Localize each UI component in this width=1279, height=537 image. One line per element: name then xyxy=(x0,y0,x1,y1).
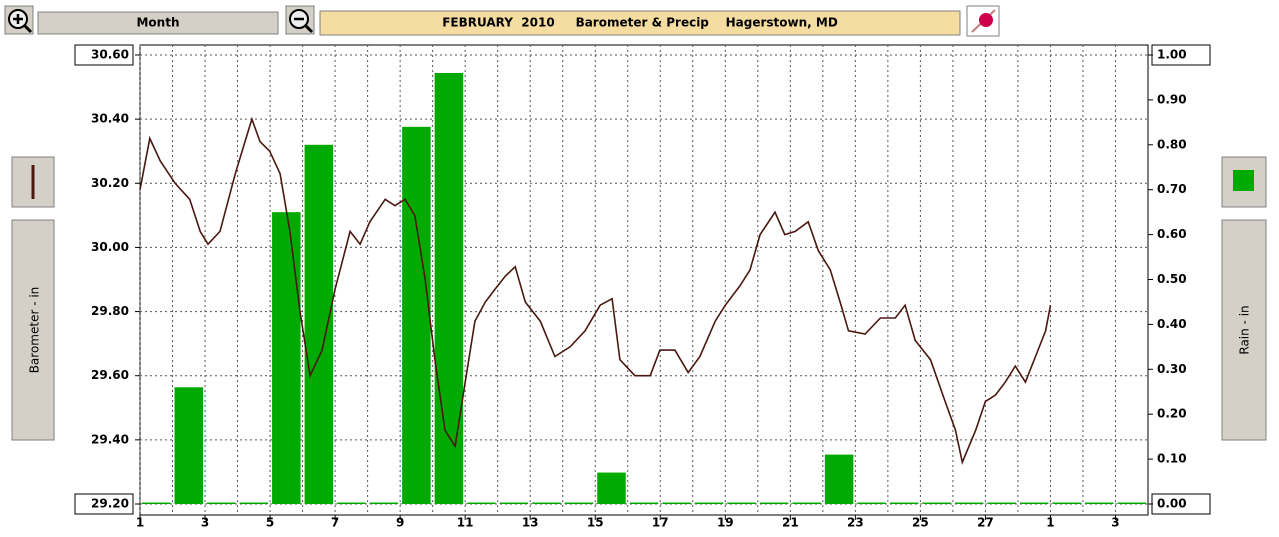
y-tick-label: 30.00 xyxy=(91,240,129,254)
rain-bar xyxy=(1117,502,1146,504)
y-tick-label: 29.80 xyxy=(91,304,129,318)
period-button[interactable] xyxy=(37,11,279,35)
x-tick-label: 3 xyxy=(201,516,209,530)
rain-bar xyxy=(889,502,919,504)
x-tick-label: 5 xyxy=(266,516,274,530)
rain-bar xyxy=(174,387,204,504)
rain-bar xyxy=(239,502,269,504)
rain-bar xyxy=(142,502,171,504)
rain-bar xyxy=(434,72,464,505)
title-bar xyxy=(319,10,961,36)
y2-tick-label: 0.50 xyxy=(1157,272,1187,286)
rain-bar xyxy=(304,144,334,505)
rain-bar xyxy=(727,502,756,504)
x-tick-label: 15 xyxy=(587,516,604,530)
x-tick-label: 25 xyxy=(912,516,929,530)
label-box xyxy=(74,493,134,515)
rain-bar xyxy=(337,502,366,504)
rain-bar xyxy=(792,502,821,504)
y2-tick-label: 0.80 xyxy=(1157,137,1187,151)
y2-tick-label: 1.00 xyxy=(1157,48,1187,62)
rain-bar xyxy=(467,502,496,504)
rain-bar xyxy=(207,502,236,504)
y2-tick-label: 0.60 xyxy=(1157,227,1187,241)
rain-bar xyxy=(987,502,1016,504)
x-tick-label: 27 xyxy=(977,516,994,530)
y-tick-label: 29.60 xyxy=(91,368,129,382)
x-tick-label: 13 xyxy=(522,516,539,530)
rain-bar xyxy=(922,502,951,504)
x-tick-label: 7 xyxy=(331,516,339,530)
y2-tick-label: 0.20 xyxy=(1157,407,1187,421)
rain-bar xyxy=(857,502,886,504)
x-tick-label: 1 xyxy=(1046,516,1054,530)
chart-title: FEBRUARY 2010 Barometer & Precip Hagerst… xyxy=(442,16,838,30)
rain-axis-button[interactable] xyxy=(1221,219,1267,441)
y-tick-label: 30.20 xyxy=(91,176,129,190)
period-label: Month xyxy=(136,16,179,30)
rain-bar xyxy=(369,502,399,504)
zoom-out-button[interactable] xyxy=(285,5,315,35)
rain-bar xyxy=(759,502,789,504)
x-tick-label: 1 xyxy=(136,516,144,530)
rain-bar xyxy=(1052,502,1081,504)
y-tick-label: 29.20 xyxy=(91,497,129,511)
x-tick-label: 19 xyxy=(717,516,734,530)
y2-tick-label: 0.70 xyxy=(1157,182,1187,196)
rain-bar xyxy=(1084,502,1114,504)
y-tick-label: 29.40 xyxy=(91,432,129,446)
x-tick-label: 11 xyxy=(457,516,474,530)
rain-bar xyxy=(629,502,659,504)
legend-swatch xyxy=(1233,170,1254,191)
rain-bar xyxy=(1019,502,1049,504)
rain-bar xyxy=(499,502,529,504)
options-button[interactable] xyxy=(966,5,1000,37)
x-tick-label: 23 xyxy=(847,516,864,530)
rain-bar xyxy=(597,472,626,504)
rain-bar xyxy=(402,126,431,504)
y2-tick-label: 0.40 xyxy=(1157,317,1187,331)
y2-tick-label: 0.10 xyxy=(1157,452,1187,466)
legend-label: Barometer - in xyxy=(28,287,42,374)
barometer-line xyxy=(139,116,1052,465)
barometer-axis-button[interactable] xyxy=(11,219,55,441)
zoom-in-button[interactable] xyxy=(4,5,34,35)
y2-tick-label: 0.90 xyxy=(1157,92,1187,106)
rain-bar xyxy=(824,454,854,504)
y2-tick-label: 0.30 xyxy=(1157,362,1187,376)
rain-bar xyxy=(694,502,724,504)
rain-bar xyxy=(662,502,691,504)
rain-bar xyxy=(954,502,984,504)
x-tick-label: 9 xyxy=(396,516,404,530)
rain-bar xyxy=(272,212,301,504)
plot: 29.2029.4029.6029.8030.0030.2030.4030.60… xyxy=(74,44,1211,530)
x-tick-label: 3 xyxy=(1111,516,1119,530)
label-box xyxy=(74,44,134,66)
y2-tick-label: 0.00 xyxy=(1157,497,1187,511)
x-tick-label: 17 xyxy=(652,516,669,530)
legend-label: Rain - in xyxy=(1238,305,1252,354)
y-tick-label: 30.40 xyxy=(91,112,129,126)
y-tick-label: 30.60 xyxy=(91,48,129,62)
x-tick-label: 21 xyxy=(782,516,799,530)
rain-bar xyxy=(564,502,594,504)
rain-bar xyxy=(532,502,561,504)
